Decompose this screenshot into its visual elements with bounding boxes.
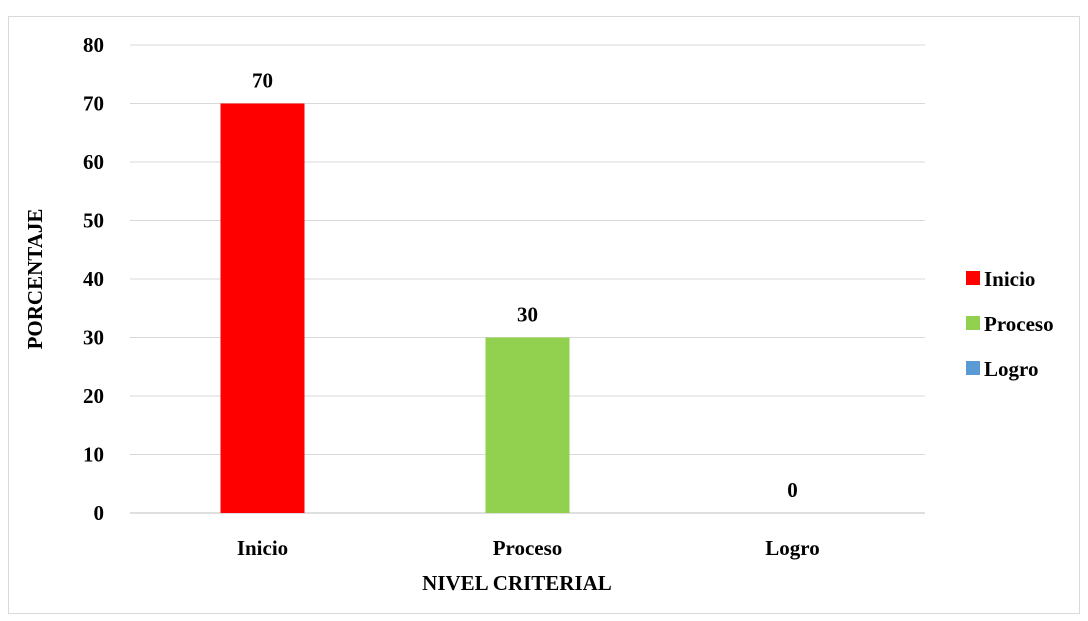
y-tick-label: 0 [94,501,105,525]
legend-label-inicio: Inicio [984,267,1035,291]
y-tick-label: 20 [83,384,104,408]
chart-frame [8,16,1080,614]
x-tick-label: Logro [765,536,819,560]
data-label-proceso: 30 [517,303,538,327]
y-tick-label: 50 [83,209,104,233]
y-tick-label: 40 [83,267,104,291]
data-labels: 70 30 0 [252,69,798,503]
x-axis-ticks: Inicio Proceso Logro [237,536,820,560]
x-tick-label: Proceso [493,536,563,560]
data-label-inicio: 70 [252,69,273,93]
legend-label-logro: Logro [984,357,1038,381]
legend: Inicio Proceso Logro [966,267,1054,381]
y-tick-label: 60 [83,150,104,174]
y-axis-title: PORCENTAJE [23,209,47,350]
x-tick-label: Inicio [237,536,288,560]
legend-swatch-logro [966,361,980,375]
legend-swatch-proceso [966,316,980,330]
legend-swatch-inicio [966,271,980,285]
legend-label-proceso: Proceso [984,312,1054,336]
data-label-logro: 0 [787,478,798,502]
bar-proceso [485,337,570,513]
y-tick-label: 70 [83,92,104,116]
y-tick-label: 30 [83,326,104,350]
x-axis-title: NIVEL CRITERIAL [422,571,612,595]
bar-inicio [220,103,305,513]
y-axis-ticks: 0 10 20 30 40 50 60 70 80 [83,33,104,525]
y-tick-label: 80 [83,33,104,57]
bars [220,103,570,513]
y-tick-label: 10 [83,443,104,467]
